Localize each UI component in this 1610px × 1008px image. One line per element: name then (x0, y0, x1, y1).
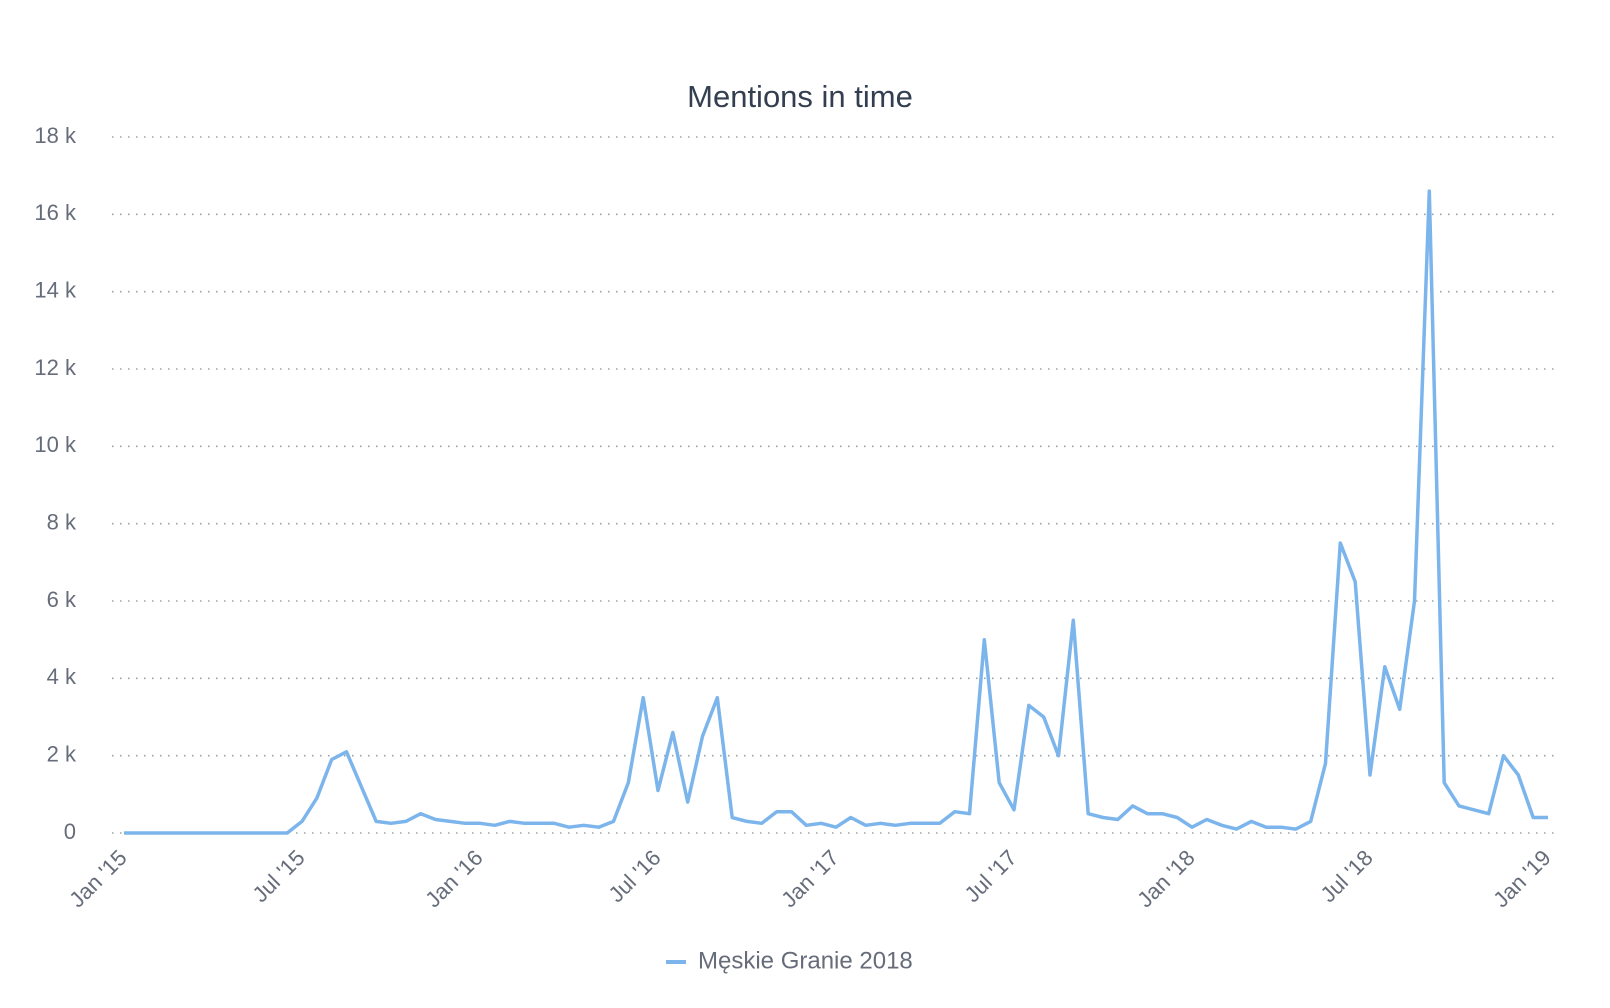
x-tick-label: Jan '18 (1132, 845, 1199, 912)
y-tick-label: 10 k (34, 432, 77, 457)
y-tick-label: 16 k (34, 200, 77, 225)
y-tick-label: 6 k (47, 587, 77, 612)
legend-label: Męskie Granie 2018 (698, 947, 913, 974)
y-tick-label: 4 k (47, 664, 77, 689)
x-tick-label: Jan '19 (1488, 845, 1555, 912)
chart-title: Mentions in time (687, 79, 913, 114)
y-tick-label: 8 k (47, 509, 77, 534)
y-tick-label: 12 k (34, 355, 77, 380)
y-tick-label: 18 k (34, 123, 77, 148)
x-tick-label: Jan '17 (776, 845, 843, 912)
x-tick-label: Jan '15 (64, 845, 131, 912)
x-tick-label: Jul '16 (603, 845, 665, 907)
line-series (124, 189, 1548, 835)
y-tick-label: 0 (64, 819, 76, 844)
x-tick-label: Jul '15 (247, 845, 309, 907)
y-tick-label: 2 k (47, 741, 77, 766)
x-tick-label: Jul '18 (1315, 845, 1377, 907)
y-tick-label: 14 k (34, 277, 77, 302)
x-tick-label: Jan '16 (420, 845, 487, 912)
x-tick-label: Jul '17 (959, 845, 1021, 907)
